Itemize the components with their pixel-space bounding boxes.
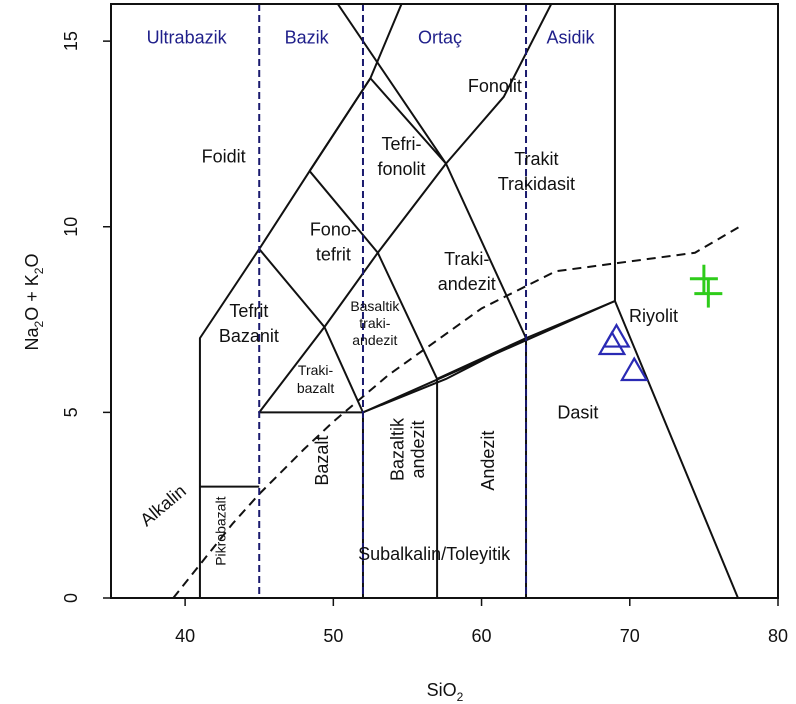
group-label: Ortaç (418, 27, 462, 47)
x-tick-label: 70 (620, 626, 640, 646)
field-label: Traki-bazalt (297, 362, 334, 396)
group-label: Ultrabazik (147, 27, 228, 47)
svg-text:Bazaltikandezit: Bazaltikandezit (387, 417, 428, 481)
rotated-field-label: Bazalt (312, 436, 332, 486)
svg-text:Bazalt: Bazalt (312, 436, 332, 486)
rotated-field-label: Bazaltikandezit (387, 417, 428, 481)
triangle-marker (619, 356, 649, 382)
field-boundary-line (308, 4, 447, 172)
svg-text:Andezit: Andezit (478, 431, 498, 491)
field-label: Tefrit Bazanit (219, 301, 279, 346)
field-boundary-line (308, 170, 379, 254)
rotated-field-label: Pikrobazalt (213, 496, 229, 565)
plot-frame (110, 3, 779, 599)
field-label: Tefri-fonolit (377, 134, 425, 179)
field-label: Foidit (202, 147, 246, 167)
x-tick-label: 60 (472, 626, 492, 646)
plus-marker (694, 279, 723, 308)
svg-text:Alkalin: Alkalin (136, 481, 189, 530)
field-label: Fono-tefrit (310, 219, 357, 264)
axis-ticks: 40 50 60 70 80 0 5 10 15 (61, 31, 788, 646)
x-axis-label: SiO2 (427, 680, 464, 704)
rotated-field-label: Andezit (478, 431, 498, 491)
field-label: Dasit (557, 403, 598, 423)
x-tick-label: 40 (175, 626, 195, 646)
group-labels: Ultrabazik Bazik Ortaç Asidik (147, 27, 596, 47)
y-tick-label: 10 (61, 217, 81, 237)
triangle-marker (597, 330, 627, 356)
y-tick-label: 5 (61, 407, 81, 417)
field-labels: Fonolit Foidit Tefri-fonolit Trakit Trakidas… (136, 76, 678, 566)
field-label: Traki-andezit (438, 249, 496, 294)
alkaline-subalkaline-divide (172, 225, 740, 598)
field-label: Subalkalin/Toleyitik (358, 544, 511, 564)
field-label: Riyolit (629, 306, 678, 326)
data-points (597, 264, 723, 382)
field-boundary-line (445, 163, 527, 339)
group-label: Asidik (546, 27, 595, 47)
x-tick-label: 50 (323, 626, 343, 646)
x-tick-label: 80 (768, 626, 788, 646)
rotated-field-label: Alkalin (136, 481, 189, 530)
silica-group-dividers (258, 4, 528, 598)
field-label: Trakit Trakidasit (498, 149, 575, 194)
field-boundary-line (198, 4, 403, 598)
y-tick-label: 0 (61, 593, 81, 603)
triangle-marker (602, 322, 631, 348)
field-boundary-line (323, 326, 364, 413)
y-axis-label: Na2O + K2O (22, 254, 46, 351)
group-label: Bazik (285, 27, 330, 47)
plot-frame-rect (110, 3, 779, 599)
field-label: Fonolit (468, 76, 522, 96)
y-tick-label: 15 (61, 31, 81, 51)
alkaline-divide-line (172, 225, 740, 598)
plus-marker (689, 264, 718, 293)
field-label: Basaltik traki-andezit (350, 298, 400, 348)
svg-text:Pikrobazalt: Pikrobazalt (213, 496, 229, 565)
